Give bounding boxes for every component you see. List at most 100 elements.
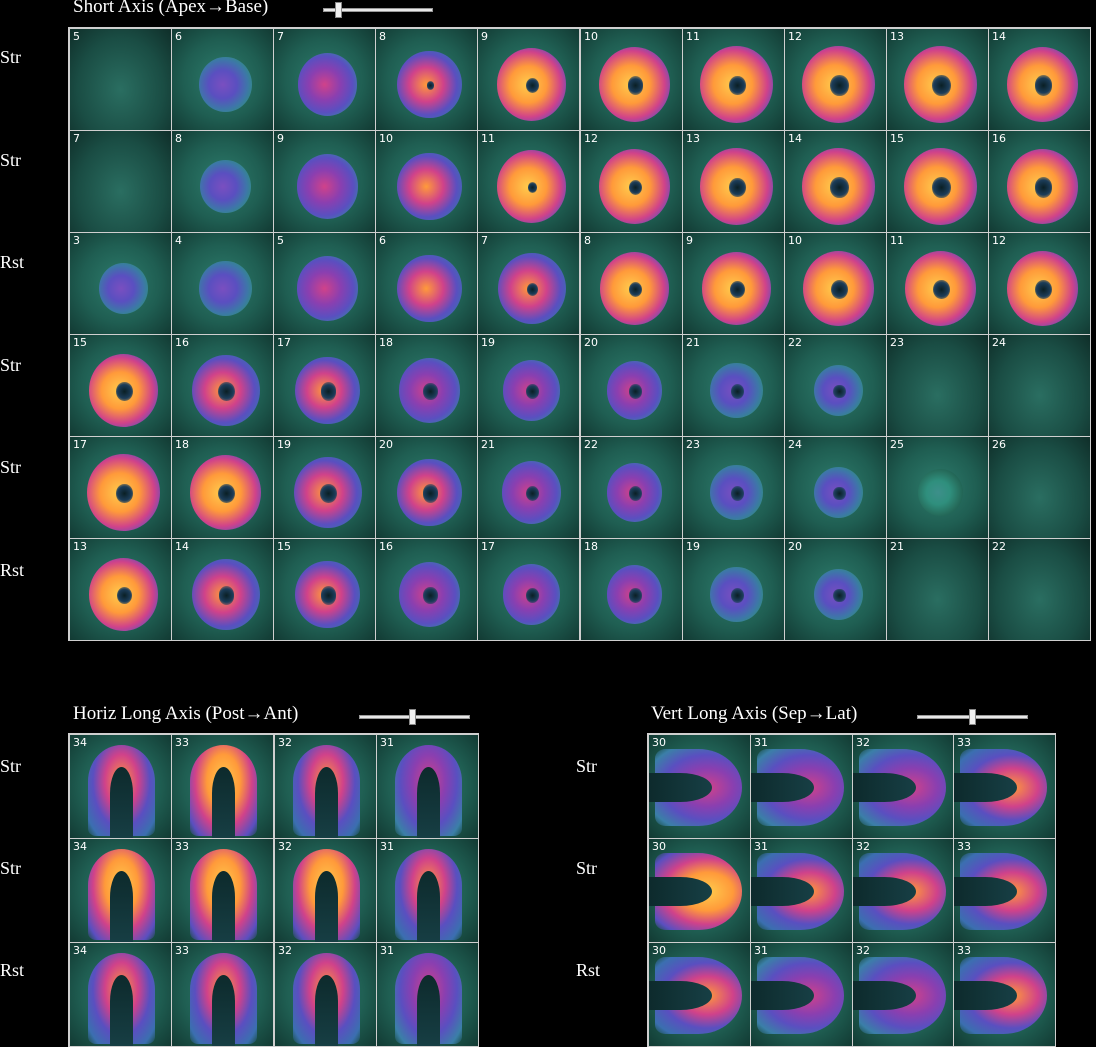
slice-tile[interactable]: 34 <box>69 838 172 943</box>
slice-tile[interactable]: 19 <box>273 436 376 539</box>
slice-tile[interactable]: 17 <box>477 538 580 641</box>
slice-tile[interactable]: 12 <box>784 28 887 131</box>
slice-tile[interactable]: 9 <box>273 130 376 233</box>
slice-tile[interactable]: 5 <box>69 28 172 131</box>
slice-tile[interactable]: 32 <box>274 734 377 839</box>
slice-tile[interactable]: 9 <box>682 232 785 335</box>
slice-tile[interactable]: 7 <box>69 130 172 233</box>
slice-tile[interactable]: 7 <box>477 232 580 335</box>
slice-tile[interactable]: 5 <box>273 232 376 335</box>
slice-tile[interactable]: 24 <box>988 334 1091 437</box>
slice-tile[interactable]: 31 <box>750 734 853 839</box>
slice-tile[interactable]: 18 <box>580 538 683 641</box>
slice-tile[interactable]: 30 <box>648 942 751 1047</box>
cavity <box>833 384 846 399</box>
slice-tile[interactable]: 31 <box>376 838 479 943</box>
slice-tile[interactable]: 22 <box>580 436 683 539</box>
slice-tile[interactable]: 22 <box>784 334 887 437</box>
slice-tile[interactable]: 30 <box>648 734 751 839</box>
slice-tile[interactable]: 21 <box>682 334 785 437</box>
slider-thumb[interactable] <box>969 709 976 725</box>
slice-tile[interactable]: 18 <box>171 436 274 539</box>
slice-tile[interactable]: 33 <box>171 838 274 943</box>
slice-tile[interactable]: 17 <box>69 436 172 539</box>
slice-tile[interactable]: 6 <box>375 232 478 335</box>
slice-tile[interactable]: 3 <box>69 232 172 335</box>
slice-tile[interactable]: 8 <box>580 232 683 335</box>
slider-thumb[interactable] <box>335 2 342 18</box>
slice-tile[interactable]: 31 <box>376 734 479 839</box>
cavity <box>212 767 235 838</box>
slice-tile[interactable]: 33 <box>171 942 274 1047</box>
slice-tile[interactable]: 32 <box>852 942 955 1047</box>
slice-tile[interactable]: 33 <box>953 734 1056 839</box>
slice-tile[interactable]: 17 <box>273 334 376 437</box>
slice-tile[interactable]: 32 <box>852 734 955 839</box>
slice-tile[interactable]: 13 <box>886 28 989 131</box>
slice-number: 10 <box>379 132 393 145</box>
slice-tile[interactable]: 11 <box>886 232 989 335</box>
slice-tile[interactable]: 15 <box>273 538 376 641</box>
slice-tile[interactable]: 14 <box>784 130 887 233</box>
slice-tile[interactable]: 15 <box>69 334 172 437</box>
slice-tile[interactable]: 16 <box>171 334 274 437</box>
slice-tile[interactable]: 10 <box>375 130 478 233</box>
slice-tile[interactable]: 34 <box>69 942 172 1047</box>
slice-tile[interactable]: 16 <box>375 538 478 641</box>
slice-tile[interactable]: 31 <box>376 942 479 1047</box>
slice-tile[interactable]: 34 <box>69 734 172 839</box>
slice-tile[interactable]: 33 <box>171 734 274 839</box>
slider-thumb[interactable] <box>409 709 416 725</box>
slice-tile[interactable]: 8 <box>171 130 274 233</box>
slice-tile[interactable]: 24 <box>784 436 887 539</box>
slice-tile[interactable]: 20 <box>580 334 683 437</box>
slice-tile[interactable]: 23 <box>682 436 785 539</box>
slice-tile[interactable]: 10 <box>784 232 887 335</box>
slice-tile[interactable]: 31 <box>750 838 853 943</box>
slice-number: 19 <box>686 540 700 553</box>
slice-tile[interactable]: 19 <box>682 538 785 641</box>
slice-number: 6 <box>175 30 182 43</box>
slice-tile[interactable]: 21 <box>886 538 989 641</box>
vert-long-axis-slider[interactable] <box>917 709 1028 725</box>
slice-tile[interactable]: 10 <box>580 28 683 131</box>
slice-tile[interactable]: 32 <box>274 942 377 1047</box>
slice-tile[interactable]: 12 <box>988 232 1091 335</box>
slice-tile[interactable]: 12 <box>580 130 683 233</box>
slice-tile[interactable]: 14 <box>171 538 274 641</box>
slice-tile[interactable]: 18 <box>375 334 478 437</box>
slice-tile[interactable]: 11 <box>477 130 580 233</box>
slice-tile[interactable]: 21 <box>477 436 580 539</box>
short-axis-slider[interactable] <box>323 2 433 18</box>
slice-tile[interactable]: 31 <box>750 942 853 1047</box>
slice-tile[interactable]: 32 <box>274 838 377 943</box>
slice-tile[interactable]: 30 <box>648 838 751 943</box>
slice-tile[interactable]: 9 <box>477 28 580 131</box>
slice-number: 21 <box>890 540 904 553</box>
cavity <box>218 381 235 402</box>
slice-tile[interactable]: 20 <box>784 538 887 641</box>
slice-tile[interactable]: 25 <box>886 436 989 539</box>
slice-tile[interactable]: 14 <box>988 28 1091 131</box>
cavity <box>315 767 338 838</box>
slice-tile[interactable]: 13 <box>682 130 785 233</box>
slice-tile[interactable]: 19 <box>477 334 580 437</box>
slice-tile[interactable]: 4 <box>171 232 274 335</box>
slice-tile[interactable]: 20 <box>375 436 478 539</box>
slice-tile[interactable]: 6 <box>171 28 274 131</box>
slice-tile[interactable]: 32 <box>852 838 955 943</box>
slice-tile[interactable]: 13 <box>69 538 172 641</box>
horiz-long-axis-slider[interactable] <box>359 709 470 725</box>
slice-tile[interactable]: 16 <box>988 130 1091 233</box>
slice-tile[interactable]: 33 <box>953 838 1056 943</box>
slice-tile[interactable]: 7 <box>273 28 376 131</box>
slice-tile[interactable]: 11 <box>682 28 785 131</box>
slice-tile[interactable]: 22 <box>988 538 1091 641</box>
slice-tile[interactable]: 33 <box>953 942 1056 1047</box>
slider-track[interactable] <box>323 8 433 12</box>
slice-tile[interactable]: 26 <box>988 436 1091 539</box>
slice-tile[interactable]: 23 <box>886 334 989 437</box>
slice-tile[interactable]: 15 <box>886 130 989 233</box>
slice-tile[interactable]: 8 <box>375 28 478 131</box>
tissue-background <box>70 29 171 130</box>
